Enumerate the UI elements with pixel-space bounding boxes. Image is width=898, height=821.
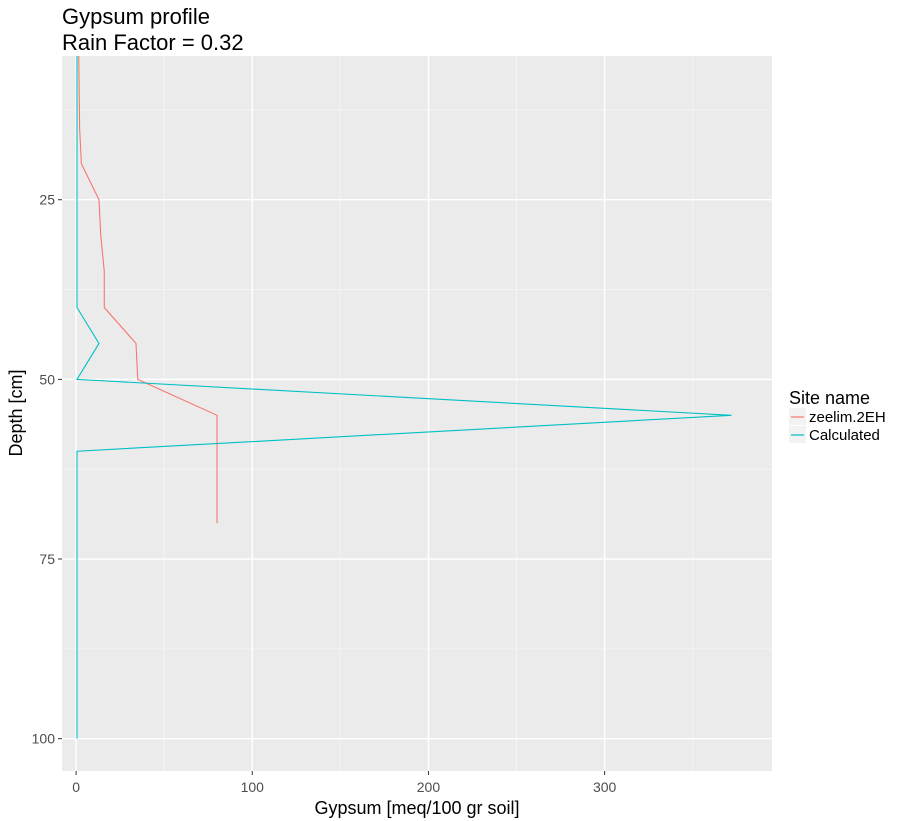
legend-title: Site name [789,388,870,408]
x-tick-label: 200 [417,779,441,795]
y-tick-label: 100 [32,731,56,747]
y-tick-label: 50 [39,371,55,387]
chart-subtitle: Rain Factor = 0.32 [62,30,244,55]
chart-title: Gypsum profile [62,4,210,29]
y-tick-label: 25 [39,192,55,208]
legend-label: Calculated [809,427,880,444]
legend-label: zeelim.2EH [809,409,886,426]
y-axis-ticks: 25 50 75 100 [32,192,62,747]
series-line-1 [78,55,218,524]
x-axis-label: Gypsum [meq/100 gr soil] [314,798,519,818]
x-tick-label: 100 [241,779,265,795]
plot-panel [62,56,772,771]
y-tick-label: 75 [39,551,55,567]
grid-lines [62,56,772,771]
y-axis-label: Depth [cm] [6,369,26,456]
x-tick-label: 0 [72,779,80,795]
series-line-2 [76,56,732,739]
x-axis-ticks: 0 100 200 300 [72,771,617,795]
x-tick-label: 300 [593,779,617,795]
series-lines [76,55,732,739]
